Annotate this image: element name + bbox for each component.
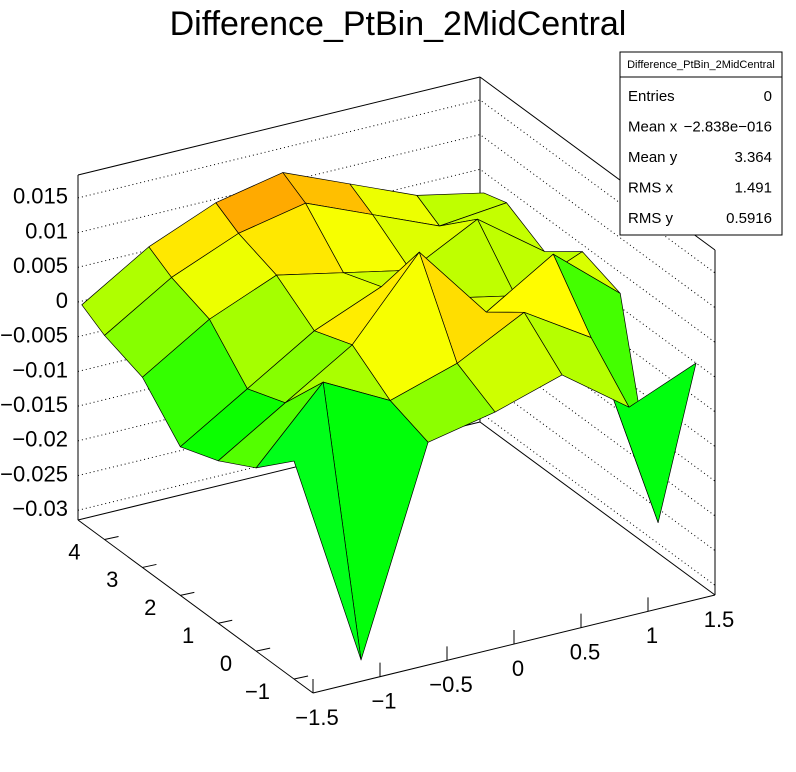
y-axis [77,519,314,694]
axes-front [77,519,716,694]
stats-label: Mean x [628,118,678,135]
y-tick [218,619,233,624]
stats-value: 0 [764,88,772,105]
grid-line [77,238,716,413]
grid-line [77,411,716,586]
stats-value: 3.364 [734,149,772,166]
grid-line [77,272,716,447]
z-tick-label: −0.03 [12,496,68,521]
z-tick-label: −0.025 [0,461,68,486]
x-tick-label: −0.5 [429,672,472,697]
stats-label: RMS y [628,210,674,227]
stats-label: Mean y [628,149,678,166]
box-edge [77,76,481,176]
stats-value: 1.491 [734,179,772,196]
x-tick-label: −1.5 [295,705,338,730]
stats-box: Difference_PtBin_2MidCentral Entries 0 Mea… [619,51,783,236]
surface [81,172,697,661]
stats-value: 0.5916 [726,210,772,227]
x-tick-label: 1 [646,623,658,648]
z-tick-label: 0 [56,288,68,313]
stats-frame [619,51,783,236]
z-tick-label: −0.005 [0,323,68,348]
box-edge [479,421,716,596]
z-tick-label: −0.01 [12,357,68,382]
y-tick [142,563,157,568]
stats-label: Entries [628,88,675,105]
x-tick-label: 0.5 [570,639,601,664]
grid-line [77,168,716,343]
y-tick-label: 2 [144,595,156,620]
y-tick-label: 1 [182,623,194,648]
grid-line [77,203,716,378]
z-tick-label: −0.02 [12,427,68,452]
x-tick-label: 0 [512,656,524,681]
tick-labels: −0.03 −0.025 −0.02 −0.015 −0.01 −0.005 0 0.005 0… [0,184,734,730]
y-tick-label: 4 [68,539,80,564]
y-tick [180,591,195,596]
x-tick-label: 1.5 [704,607,735,632]
y-tick-label: −1 [245,679,270,704]
surface-cell [255,381,362,661]
y-tick-label: 3 [106,567,118,592]
z-tick-label: 0.005 [13,253,68,278]
stats-label: RMS x [628,179,674,196]
y-tick-label: 0 [220,651,232,676]
z-tick-label: 0.015 [13,184,68,209]
grid-line [77,377,716,551]
x-tick-label: −1 [371,688,396,713]
y-tick [104,536,119,541]
stats-value: −2.838e−016 [684,118,772,135]
z-tick-label: 0.01 [25,218,68,243]
y-tick [293,675,309,680]
chart-title: Difference_PtBin_2MidCentral [170,5,627,43]
stats-title: Difference_PtBin_2MidCentral [627,59,775,71]
z-tick-label: −0.015 [0,392,68,417]
grid-line [77,134,716,309]
y-tick [256,647,271,652]
